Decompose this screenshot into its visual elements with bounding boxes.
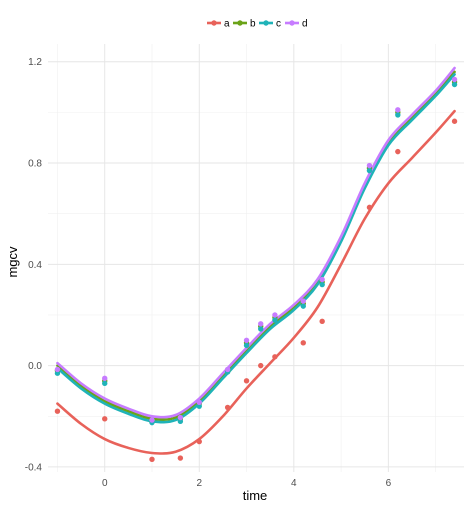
legend-label: d [302,19,308,30]
x-tick-label: 4 [291,478,297,489]
data-point-c [319,281,325,288]
legend-key-point [211,20,217,26]
legend-key-point [237,20,243,26]
data-point-a [196,438,202,445]
legend-key-point [263,20,269,26]
data-point-d [102,375,108,381]
data-point-c [258,326,264,332]
data-point-a [177,455,184,461]
legend-item-d: d [285,19,308,30]
data-point-c [102,380,108,387]
data-point-c [243,342,250,349]
data-point-d [366,162,373,169]
x-tick-label: 2 [196,478,202,489]
data-point-d [272,312,278,318]
series-line-c [56,73,456,424]
legend-label: c [276,19,281,30]
data-point-d [319,276,325,283]
data-point-a [272,354,278,360]
legend-label: b [250,19,256,30]
data-point-d [451,76,458,83]
y-tick-label: 0.4 [28,260,42,271]
legend-key-point [289,20,295,26]
x-tick-label: 0 [102,478,108,489]
data-point-a [319,318,325,325]
data-point-d [177,414,184,421]
data-point-c [177,418,184,425]
data-point-a [451,118,458,124]
data-point-d [258,321,264,327]
series-line-d [56,66,456,419]
data-point-d [54,366,61,373]
data-point-c [451,81,458,88]
grid-minor [48,44,464,472]
data-point-c [395,112,401,118]
data-point-d [300,298,306,304]
series-line-a [56,109,456,455]
data-point-c [196,403,202,409]
legend-item-a: a [207,19,230,30]
data-point-a [224,404,231,411]
legend-item-c: c [259,19,281,30]
data-point-c [54,370,61,376]
y-tick-label: 1.2 [28,57,42,68]
series-points [54,76,458,463]
data-point-a [366,204,373,211]
legend-label: a [224,19,230,30]
data-point-a [300,340,306,346]
data-point-d [395,107,401,113]
y-axis-title: mgcv [5,246,20,278]
data-point-d [224,366,231,373]
legend: a b c d [207,19,308,30]
data-point-d [149,417,155,423]
y-tick-label: 0.0 [28,361,42,372]
series-lines [56,66,456,455]
x-axis-title: time [243,488,268,503]
data-point-c [300,303,306,309]
data-point-c [366,167,373,174]
data-point-a [243,378,250,384]
y-tick-labels: -0.4 0.0 0.4 0.8 1.2 [25,57,43,473]
y-tick-label: -0.4 [25,462,43,473]
legend-item-b: b [233,19,256,30]
data-point-d [196,399,202,406]
series-line-b [56,70,456,421]
x-tick-labels: 0 2 4 6 [102,478,392,489]
x-tick-label: 6 [386,478,392,489]
data-point-a [102,416,108,422]
data-point-c [272,317,278,323]
data-point-d [243,337,250,344]
data-point-a [149,456,155,463]
data-point-a [258,362,264,369]
data-point-a [395,148,401,155]
y-tick-label: 0.8 [28,159,42,170]
data-point-a [54,408,61,414]
